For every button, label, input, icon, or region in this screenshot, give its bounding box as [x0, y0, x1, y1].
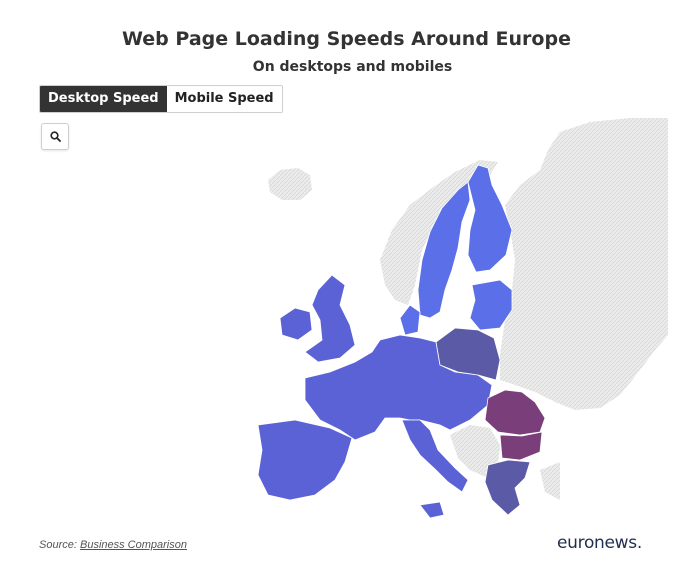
region-poland[interactable]	[435, 327, 501, 381]
source-prefix: Source:	[39, 539, 77, 551]
region-denmark[interactable]	[399, 304, 421, 336]
region-west-central[interactable]	[304, 334, 493, 441]
source-note: Source: Business Comparison	[39, 539, 187, 551]
chart-subtitle: On desktops and mobiles	[252, 59, 453, 75]
source-link[interactable]: Business Comparison	[79, 539, 187, 551]
region-sweden[interactable]	[417, 181, 471, 319]
region-non-eu-balkans	[450, 425, 500, 478]
region-non-eu-east	[500, 118, 668, 410]
region-greece[interactable]	[484, 459, 531, 516]
euronews-logo: euronews.	[557, 533, 642, 553]
eu-countries	[257, 164, 546, 519]
region-finland[interactable]	[467, 164, 513, 273]
region-iberia[interactable]	[257, 419, 353, 501]
zoom-button[interactable]	[41, 123, 69, 150]
desktop-speed-button[interactable]: Desktop Speed	[40, 86, 167, 112]
region-turkey	[540, 462, 560, 500]
region-norway	[380, 160, 498, 305]
chart-title: Web Page Loading Speeds Around Europe	[122, 28, 571, 50]
region-ireland[interactable]	[279, 307, 313, 341]
region-baltics[interactable]	[469, 279, 513, 331]
region-uk[interactable]	[304, 274, 356, 363]
region-romania[interactable]	[484, 389, 546, 436]
speed-toggle: Desktop Speed Mobile Speed	[39, 85, 283, 113]
region-iceland	[268, 168, 312, 200]
region-sicily[interactable]	[419, 501, 445, 519]
mobile-speed-button[interactable]: Mobile Speed	[166, 86, 282, 112]
region-bulgaria[interactable]	[499, 431, 543, 461]
region-italy[interactable]	[401, 419, 469, 493]
search-icon	[49, 131, 61, 142]
